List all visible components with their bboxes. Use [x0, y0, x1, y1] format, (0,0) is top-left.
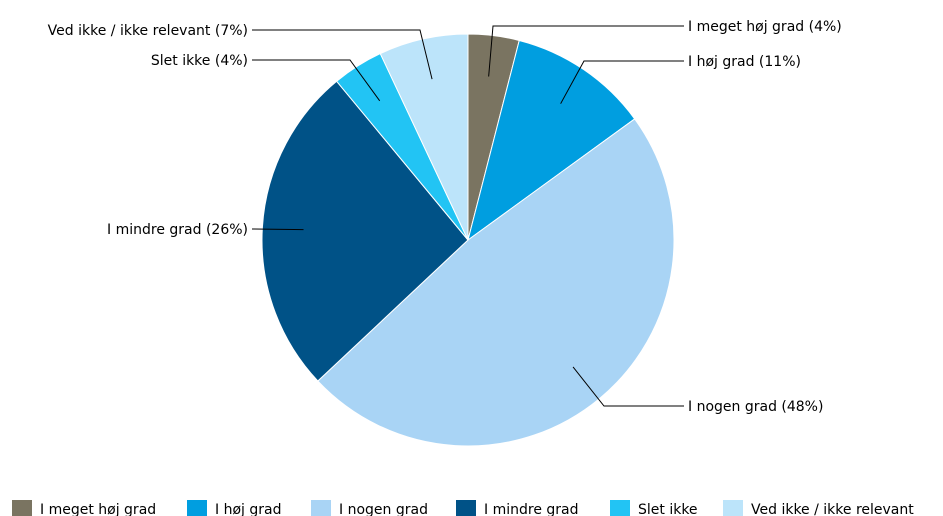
slice-label: I nogen grad (48%) — [688, 399, 823, 415]
legend-swatch — [311, 500, 331, 516]
leader-line — [251, 228, 304, 231]
pie-slices — [261, 33, 675, 447]
legend-swatch — [723, 500, 743, 516]
leader-line — [252, 59, 381, 102]
leader-line — [572, 366, 684, 407]
pie-slice — [379, 33, 469, 241]
legend-label: I høj grad — [215, 502, 281, 516]
legend-swatch — [12, 500, 32, 516]
slice-label: I høj grad (11%) — [688, 54, 801, 70]
pie-slice — [467, 39, 636, 242]
legend-label: I meget høj grad — [40, 502, 156, 516]
legend-swatch — [456, 500, 476, 516]
leader-lines — [251, 25, 684, 407]
legend-swatch — [610, 500, 630, 516]
legend-label: Ved ikke / ikke relevant — [751, 502, 914, 516]
leader-line — [252, 29, 433, 80]
legend-label: Slet ikke — [638, 502, 698, 516]
slice-label: Ved ikke / ikke relevant (7%) — [48, 23, 248, 39]
leader-line — [560, 60, 684, 104]
leader-line — [488, 25, 684, 77]
slice-labels: I meget høj grad (4%) I høj grad (11%) I n… — [48, 19, 842, 415]
slice-label: I meget høj grad (4%) — [688, 19, 842, 35]
pie-slice — [317, 118, 675, 447]
slice-label: I mindre grad (26%) — [107, 222, 248, 238]
pie-slice — [261, 80, 469, 382]
legend: I meget høj grad I høj grad I nogen grad I … — [12, 500, 914, 516]
legend-swatch — [187, 500, 207, 516]
slice-label: Slet ikke (4%) — [151, 53, 248, 69]
legend-label: I nogen grad — [339, 502, 428, 516]
legend-label: I mindre grad — [484, 502, 579, 516]
